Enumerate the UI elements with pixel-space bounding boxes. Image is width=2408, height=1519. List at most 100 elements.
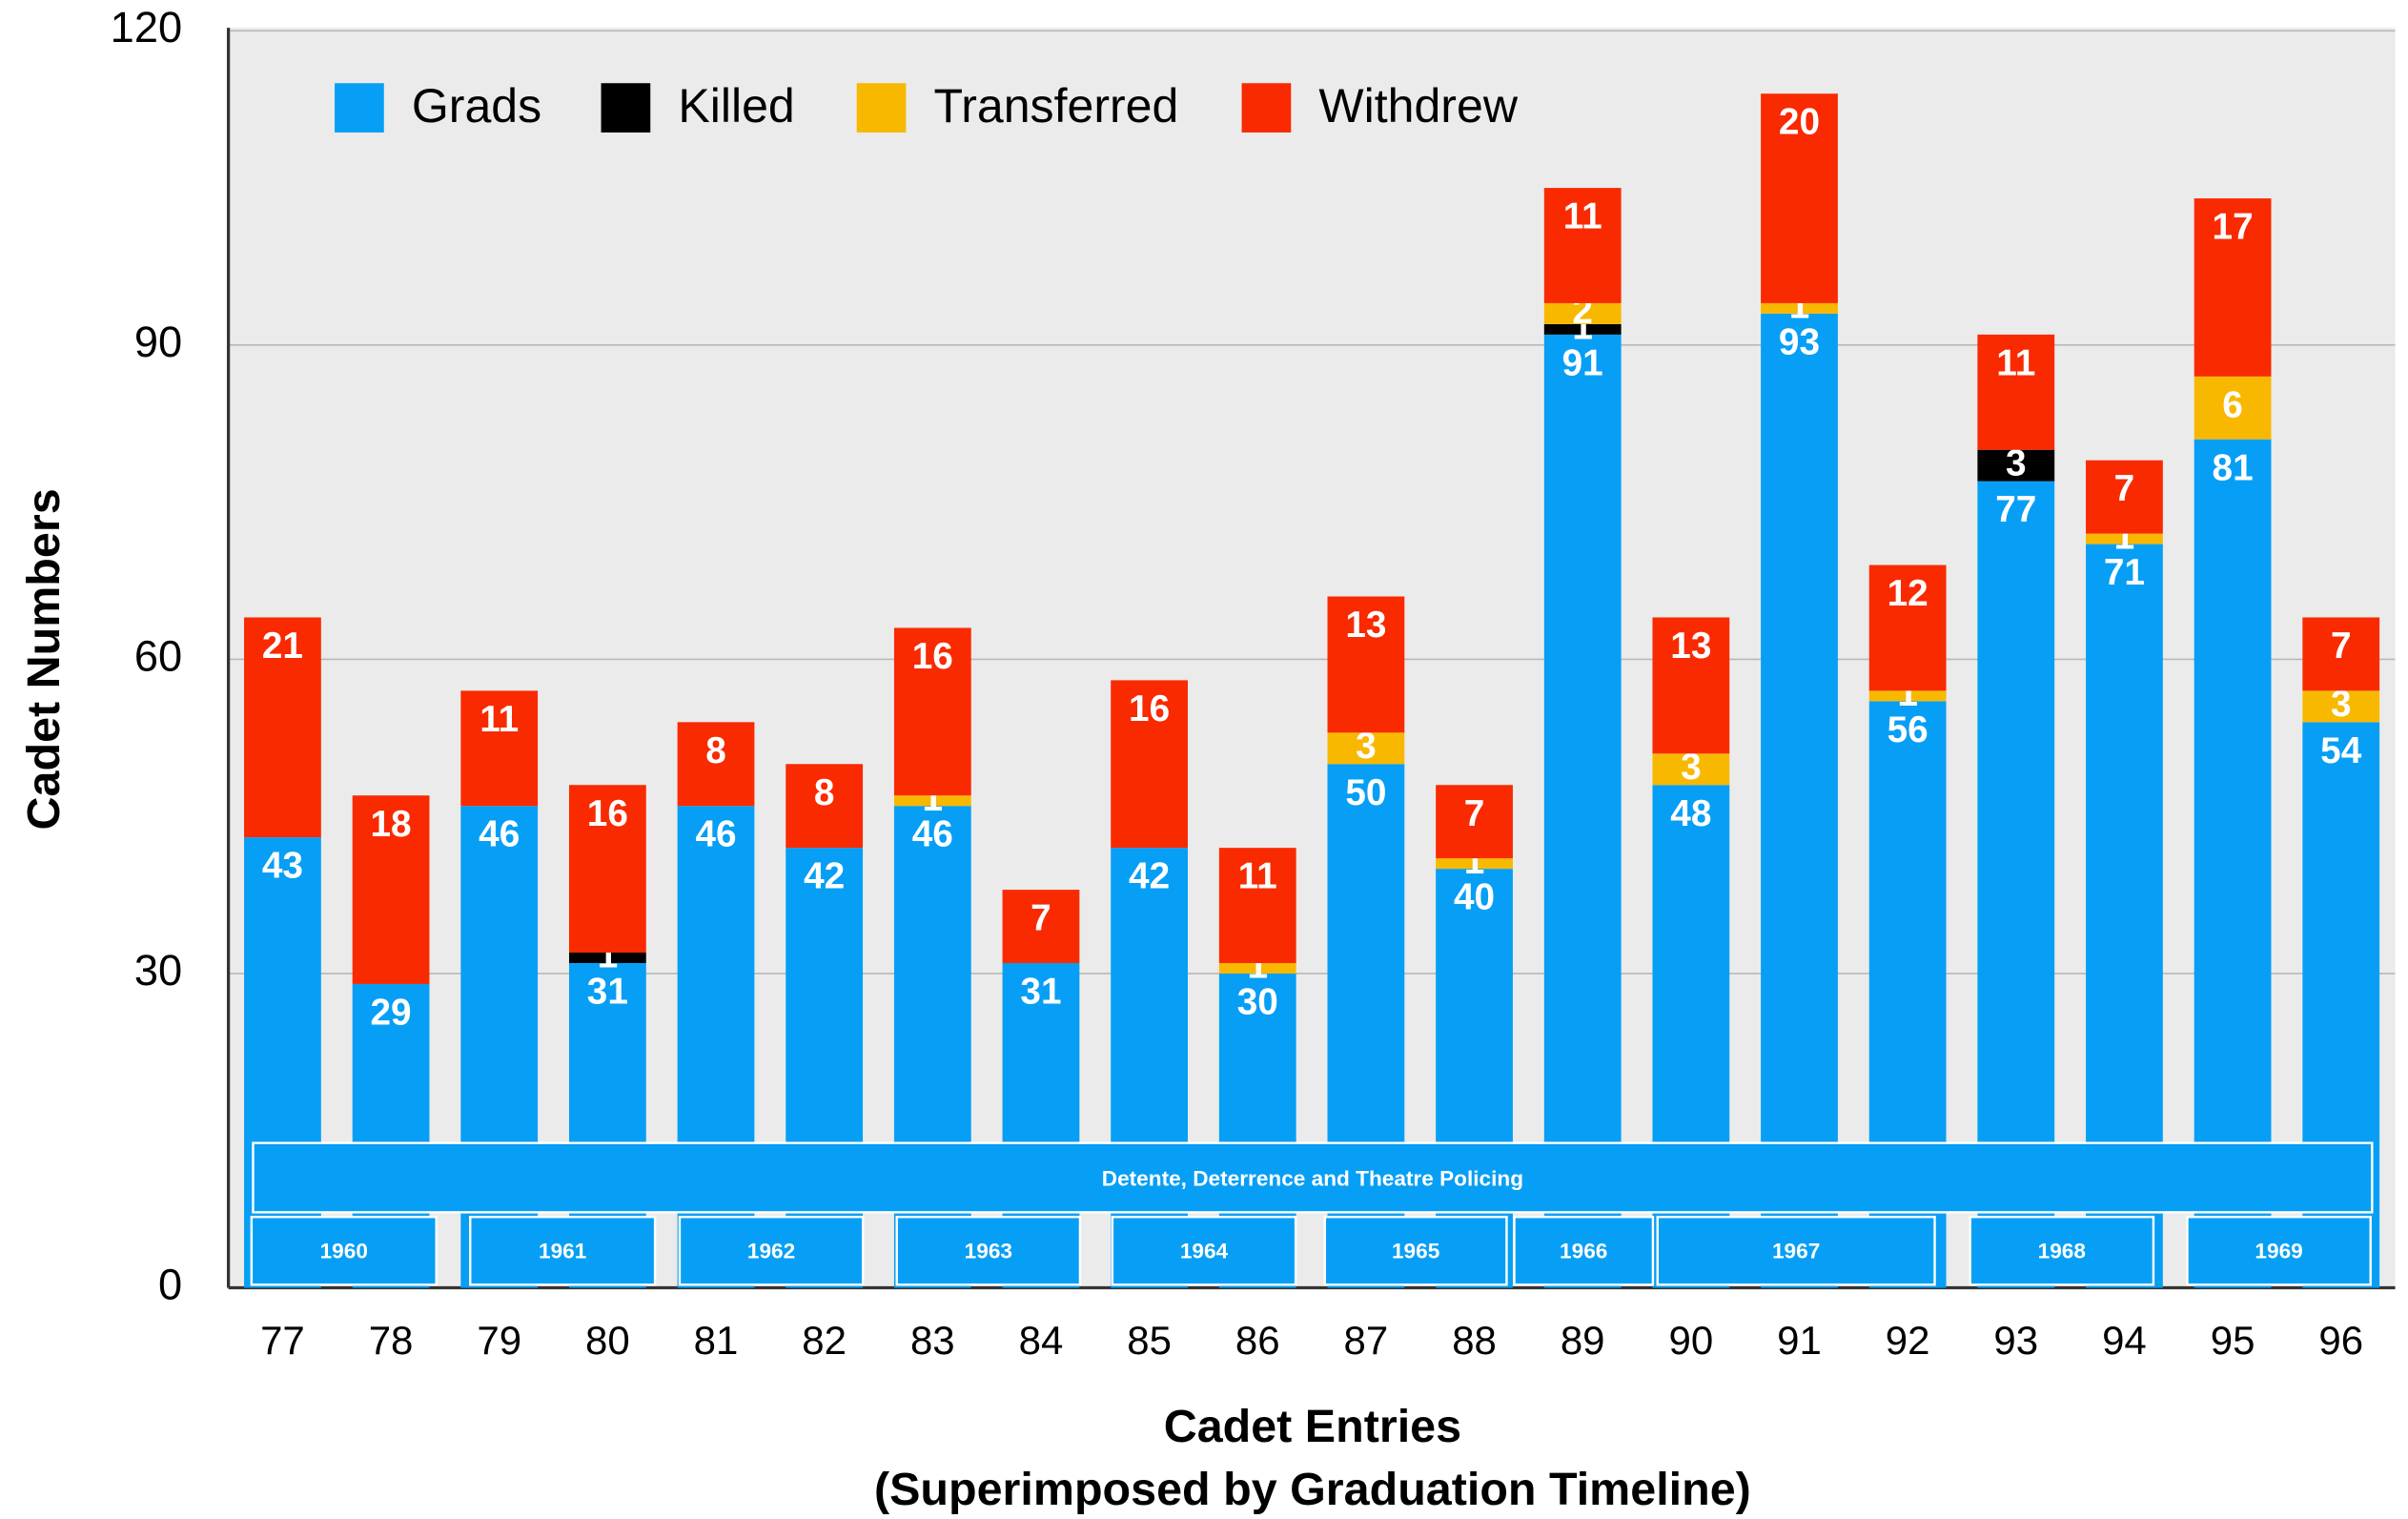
x-tick-label: 80 [585,1318,630,1363]
bar-segment [352,795,430,984]
data-label: 50 [1345,772,1386,813]
data-label: 91 [1562,342,1603,383]
data-label: 3 [2331,684,2352,725]
data-label: 29 [371,993,412,1034]
year-label: 1966 [1560,1239,1607,1262]
plot-area [228,28,2396,1288]
bar-segment [244,617,321,838]
bar-segment [893,795,971,807]
bar-segment [2194,376,2272,440]
year-label: 1960 [320,1239,368,1262]
data-label: 8 [705,730,726,771]
bar-segment [1543,334,1622,1288]
data-label: 16 [912,636,953,677]
bar-segment [1543,188,1622,303]
year-box [469,1216,657,1286]
bar-segment [1436,785,1513,859]
data-label: 13 [1345,605,1386,646]
bar-segment [1761,313,1838,1288]
data-label: 40 [1454,877,1495,918]
legend-swatch [335,83,384,133]
bar-segment [1652,753,1730,786]
bar-segment [460,690,539,807]
data-label: 81 [2213,447,2254,488]
legend-label: Transferred [933,79,1178,133]
year-label: 1963 [965,1239,1012,1262]
data-label: 7 [2331,626,2352,667]
x-tick-label: 92 [1886,1318,1930,1363]
year-box [1969,1216,2155,1286]
bar-segment [786,764,864,849]
x-tick-label: 88 [1452,1318,1497,1363]
bar-segment [786,848,864,1288]
bar-segment [1436,858,1513,870]
bar-segment [2302,617,2380,691]
data-label: 30 [1237,982,1278,1023]
year-box [678,1216,865,1286]
data-label: 13 [1670,626,1711,667]
bar-segment [893,627,971,796]
bar-segment [1977,449,2055,482]
data-label: 93 [1779,321,1820,362]
data-label: 11 [1563,196,1602,237]
year-label: 1969 [2255,1239,2302,1262]
legend-label: Withdrew [1318,79,1518,133]
data-label: 48 [1670,793,1711,834]
bar-segment [1868,564,1947,691]
bar-segment [2302,690,2380,723]
data-label: 31 [587,972,628,1013]
x-tick-label: 82 [802,1318,847,1363]
legend-label: Killed [678,79,794,133]
y-tick-label: 60 [134,631,182,680]
data-label: 42 [804,856,845,897]
bar-segment [893,806,971,1288]
bar-segment [677,806,755,1288]
x-tick-label: 90 [1668,1318,1713,1363]
bar-segment [1218,848,1296,963]
bar-segment [1327,596,1405,733]
bar-segment [1761,93,1838,303]
bar-segment [2086,460,2163,534]
x-tick-label: 87 [1344,1318,1389,1363]
data-label: 7 [1031,898,1051,939]
data-label: 8 [814,772,835,813]
bar-segment [460,806,539,1288]
data-label: 16 [587,793,628,834]
data-label: 16 [1129,688,1170,729]
x-tick-label: 77 [260,1318,305,1363]
data-label: 7 [1464,793,1485,834]
data-label: 11 [1996,342,2035,383]
bar-segment [568,953,646,963]
bar-segment [1327,732,1405,765]
data-label: 12 [1888,573,1928,614]
year-label: 1964 [1180,1239,1229,1262]
legend-swatch [601,83,651,133]
x-tick-label: 93 [1993,1318,2038,1363]
y-tick-label: 90 [134,318,182,366]
year-box [1323,1216,1508,1286]
year-label: 1961 [539,1239,586,1262]
bar-segment [2086,533,2163,544]
legend-swatch [1241,83,1292,133]
bar-segment [1761,302,1838,314]
data-label: 3 [1681,747,1702,788]
data-label: 77 [1995,489,2036,530]
bar-segment [1111,680,1188,849]
year-label: 1968 [2038,1239,2086,1262]
data-label: 7 [2114,468,2135,509]
x-tick-label: 89 [1561,1318,1605,1363]
bar-segment [1868,690,1947,702]
y-axis-title: Cadet Numbers [18,488,70,830]
x-tick-label: 86 [1235,1318,1280,1363]
year-box [1656,1216,1936,1286]
data-label: 6 [2222,384,2243,425]
x-tick-label: 79 [477,1318,521,1363]
data-label: 3 [2006,442,2027,483]
y-tick-label: 0 [158,1260,182,1308]
data-label: 18 [371,804,412,845]
bar-segment [1543,323,1622,335]
bar-segment [1111,848,1188,1288]
data-label: 42 [1129,856,1170,897]
bar-segment [1218,962,1296,974]
